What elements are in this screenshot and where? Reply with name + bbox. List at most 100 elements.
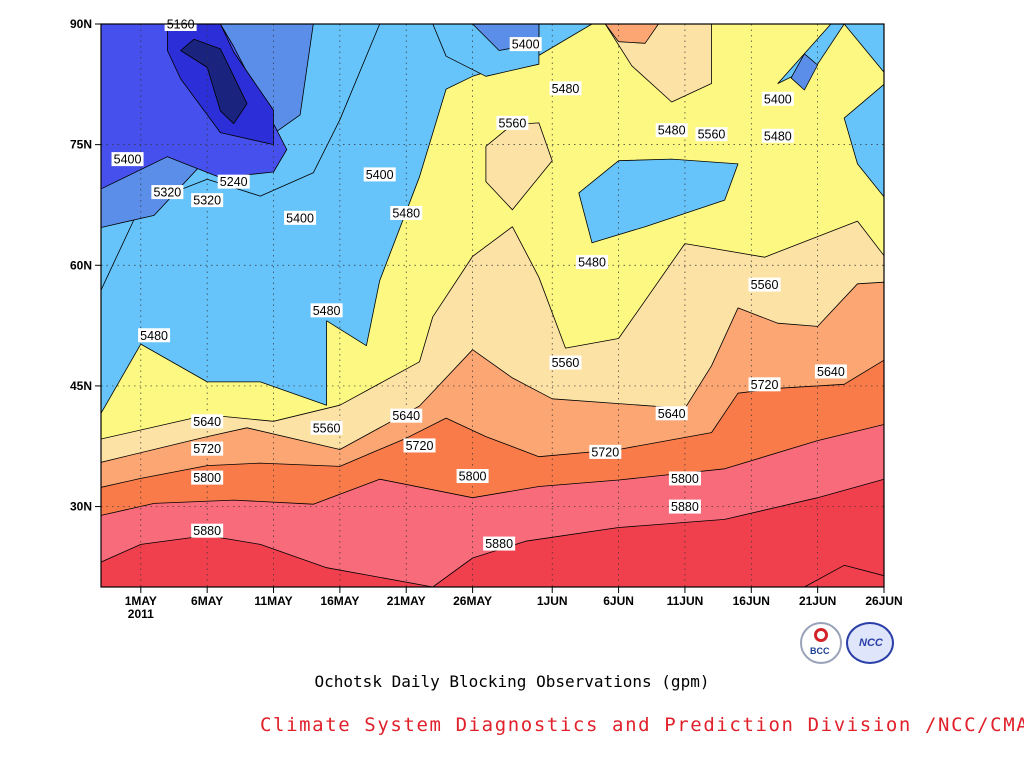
y-tick-label-4: 90N [70, 17, 92, 31]
y-tick-label-1: 45N [70, 379, 92, 393]
contour-chart: 5160540053205240532054005400548054805480… [70, 17, 903, 621]
contour-label-28: 5720 [591, 445, 619, 459]
contour-label-19: 5560 [552, 356, 580, 370]
contour-label-bg-25 [390, 408, 423, 423]
contour-label-27: 5720 [193, 442, 221, 456]
contour-label-bg-31 [668, 471, 701, 486]
contour-label-bg-20 [814, 364, 847, 379]
contour-label-34: 5880 [485, 537, 513, 551]
contour-labels: 5160540053205240532054005400548054805480… [111, 17, 847, 551]
contour-label-29: 5800 [193, 471, 221, 485]
contour-label-bg-21 [748, 377, 781, 392]
contour-label-bg-24 [310, 420, 343, 435]
x-tick-label-11: 26JUN [865, 594, 902, 608]
contour-label-bg-32 [668, 499, 701, 514]
contour-label-bg-29 [191, 470, 224, 485]
contour-label-32: 5880 [671, 500, 699, 514]
x-tick-label-8: 11JUN [667, 594, 704, 608]
contour-label-24: 5560 [313, 421, 341, 435]
x-tick-label-7: 6JUN [603, 594, 634, 608]
contour-label-13: 5480 [658, 124, 686, 138]
contour-label-bg-5 [284, 210, 317, 225]
contour-label-20: 5640 [817, 365, 845, 379]
x-tick-label-9: 16JUN [733, 594, 770, 608]
contour-label-5: 5400 [286, 211, 314, 225]
contour-label-10: 5400 [512, 38, 540, 52]
contour-island-5480-2 [578, 158, 739, 244]
x-tick-label-5: 26MAY [453, 594, 492, 608]
x-tick-label-2: 11MAY [254, 594, 292, 608]
contour-island-5640-5 [604, 24, 659, 44]
contour-label-bg-19 [549, 355, 582, 370]
bcc-logo: BCC [800, 622, 842, 664]
contour-label-14: 5560 [698, 128, 726, 142]
contour-label-bg-14 [695, 127, 728, 142]
contour-label-bg-30 [456, 469, 489, 484]
contour-label-bg-27 [191, 441, 224, 456]
contour-label-25: 5640 [392, 409, 420, 423]
x-tick-label-1: 6MAY [191, 594, 223, 608]
contour-label-8: 5480 [313, 304, 341, 318]
contour-label-30: 5800 [459, 470, 487, 484]
contour-label-1: 5400 [114, 153, 142, 167]
contour-island-5880-9 [804, 564, 884, 587]
contour-fill-group [101, 24, 884, 587]
contour-label-12: 5560 [499, 116, 527, 130]
credit-line: Climate System Diagnostics and Predictio… [260, 714, 1024, 736]
contour-label-31: 5800 [671, 472, 699, 486]
contour-label-bg-23 [191, 414, 224, 429]
contour-label-bg-12 [496, 115, 529, 130]
ncc-logo-text: NCC [859, 637, 883, 649]
bcc-logo-swirl [814, 628, 828, 642]
contour-label-33: 5880 [193, 524, 221, 538]
contour-label-bg-28 [589, 444, 622, 459]
chart-title: Ochotsk Daily Blocking Observations (gpm… [314, 672, 710, 691]
contour-island-5480-8 [843, 83, 884, 198]
contour-label-9: 5480 [140, 329, 168, 343]
contour-label-21: 5720 [751, 378, 779, 392]
contour-label-bg-2 [151, 185, 184, 200]
contour-label-22: 5640 [658, 407, 686, 421]
contour-label-bg-16 [761, 128, 794, 143]
x-tick-label-0: 1MAY [125, 594, 157, 608]
contour-label-2: 5320 [153, 186, 181, 200]
y-tick-label-3: 75N [70, 138, 92, 152]
contour-label-bg-8 [310, 303, 343, 318]
contour-label-bg-33 [191, 523, 224, 538]
bcc-logo-text: BCC [810, 646, 830, 656]
contour-label-bg-13 [655, 123, 688, 138]
contour-island-5560-4 [604, 24, 712, 103]
contour-label-bg-17 [576, 255, 609, 270]
contour-label-bg-9 [138, 328, 171, 343]
contour-island-5400-7 [790, 53, 818, 91]
y-axis: 30N 45N 60N 75N 90N [70, 17, 101, 514]
x-tick-label-6: 1JUN [537, 594, 568, 608]
contour-label-16: 5480 [764, 129, 792, 143]
contour-label-bg-1 [111, 152, 144, 167]
ncc-logo: NCC [846, 622, 894, 664]
contour-label-bg-22 [655, 406, 688, 421]
contour-label-bg-6 [363, 167, 396, 182]
contour-label-7: 5480 [392, 207, 420, 221]
contour-label-bg-11 [549, 81, 582, 96]
plot-frame [100, 23, 885, 588]
contour-label-bg-10 [509, 37, 542, 52]
contour-label-4: 5320 [193, 194, 221, 208]
contour-label-bg-26 [403, 438, 436, 453]
contour-label-23: 5640 [193, 415, 221, 429]
contour-label-bg-34 [483, 536, 516, 551]
contour-label-bg-4 [191, 193, 224, 208]
x-tick-label-10: 21JUN [799, 594, 836, 608]
contour-label-18: 5560 [751, 278, 779, 292]
contour-label-3: 5240 [220, 175, 248, 189]
x-tick-label-4: 21MAY [387, 594, 426, 608]
x-tick-label-3: 16MAY [320, 594, 359, 608]
contour-label-26: 5720 [406, 439, 434, 453]
contour-band-min-5160 [180, 38, 248, 125]
contour-label-17: 5480 [578, 256, 606, 270]
contour-label-11: 5480 [552, 82, 580, 96]
contour-label-bg-18 [748, 277, 781, 292]
contour-label-6: 5400 [366, 168, 394, 182]
contour-label-bg-3 [217, 174, 250, 189]
